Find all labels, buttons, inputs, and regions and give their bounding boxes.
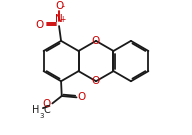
Text: N: N <box>55 14 63 24</box>
Text: C: C <box>44 105 50 115</box>
Text: +: + <box>60 15 66 24</box>
Text: O: O <box>43 99 51 109</box>
Text: -: - <box>61 2 64 11</box>
Text: O: O <box>92 36 100 46</box>
Text: O: O <box>92 76 100 86</box>
Text: O: O <box>78 92 86 102</box>
Text: O: O <box>55 1 63 11</box>
Text: O: O <box>35 20 44 30</box>
Text: H: H <box>32 105 40 115</box>
Text: 3: 3 <box>40 113 44 119</box>
